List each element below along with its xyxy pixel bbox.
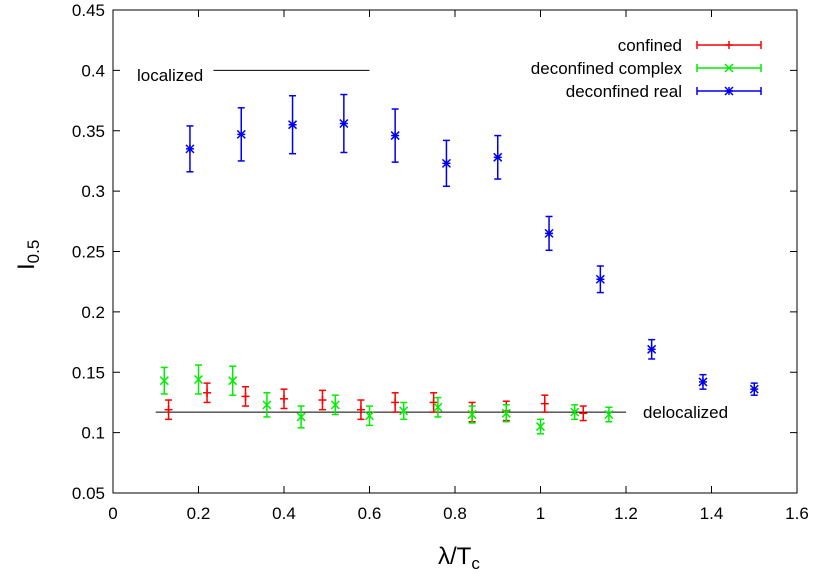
legend-marker — [724, 86, 734, 96]
data-point — [429, 398, 438, 407]
data-point — [364, 411, 375, 421]
series-deconfined-real — [185, 93, 759, 396]
series-confined — [164, 382, 588, 423]
data-point — [501, 408, 511, 418]
series-deconfined-complex — [159, 364, 614, 435]
x-tick-label: 1 — [536, 504, 545, 523]
y-tick-label: 0.25 — [72, 243, 105, 262]
data-point — [544, 228, 554, 238]
annotation-localized: localized — [137, 66, 203, 85]
x-tick-label: 0.2 — [187, 504, 211, 523]
data-point — [749, 384, 759, 394]
x-tick-label: 0.4 — [272, 504, 296, 523]
data-point — [288, 120, 298, 130]
data-point — [540, 399, 549, 408]
data-point — [164, 405, 173, 414]
data-point — [604, 409, 614, 420]
legend-marker — [724, 63, 734, 73]
legend-marker — [725, 41, 733, 49]
data-point — [399, 406, 409, 416]
x-tick-label: 0.8 — [443, 504, 467, 523]
data-point — [241, 392, 250, 401]
x-tick-label: 0.6 — [358, 504, 382, 523]
data-point — [262, 400, 272, 410]
x-axis-ticks: 0 0.2 0.4 0.6 0.8 1 1.2 1.4 1.6 — [108, 10, 809, 523]
data-point — [296, 412, 306, 422]
data-point — [356, 405, 365, 414]
data-point — [698, 377, 708, 387]
annotation-delocalized: delocalized — [643, 403, 728, 422]
data-point — [433, 402, 443, 412]
data-point — [595, 274, 605, 284]
data-point — [493, 152, 503, 162]
data-point — [579, 409, 588, 418]
data-point — [535, 422, 546, 432]
data-point — [236, 129, 246, 139]
y-tick-label: 0.3 — [81, 182, 105, 201]
legend-label: confined — [618, 36, 682, 55]
data-point — [391, 398, 400, 407]
data-point — [467, 409, 477, 420]
y-axis-ticks: 0.05 0.1 0.15 0.2 0.25 0.3 0.35 0.4 0.45 — [72, 1, 797, 503]
x-axis-label: λ/Tc — [438, 543, 480, 573]
y-tick-label: 0.35 — [72, 122, 105, 141]
data-point — [330, 400, 340, 410]
x-tick-label: 1.2 — [614, 504, 638, 523]
y-tick-label: 0.15 — [72, 363, 105, 382]
x-tick-label: 1.6 — [785, 504, 809, 523]
data-point — [647, 344, 657, 354]
x-tick-label: 0 — [108, 504, 117, 523]
legend-label: deconfined complex — [531, 59, 683, 78]
x-tick-label: 1.4 — [700, 504, 724, 523]
y-tick-label: 0.4 — [81, 61, 105, 80]
data-point — [280, 394, 288, 403]
data-point — [390, 131, 400, 141]
data-point — [203, 388, 212, 397]
data-point — [570, 407, 580, 417]
data-point — [339, 118, 349, 129]
y-tick-label: 0.1 — [81, 424, 105, 443]
data-point — [185, 144, 195, 154]
y-tick-label: 0.45 — [72, 1, 105, 20]
y-tick-label: 0.2 — [81, 303, 105, 322]
data-point — [193, 374, 204, 385]
data-point — [318, 396, 327, 405]
legend: confined deconfined complex deconfined rea… — [531, 36, 762, 101]
data-point — [441, 158, 451, 168]
y-axis-label: I0.5 — [13, 240, 43, 270]
series-layer — [159, 93, 759, 435]
reference-lines — [155, 69, 626, 413]
data-point — [228, 376, 238, 386]
y-tick-label: 0.05 — [72, 484, 105, 503]
data-point — [159, 376, 169, 386]
legend-label: deconfined real — [566, 82, 682, 101]
